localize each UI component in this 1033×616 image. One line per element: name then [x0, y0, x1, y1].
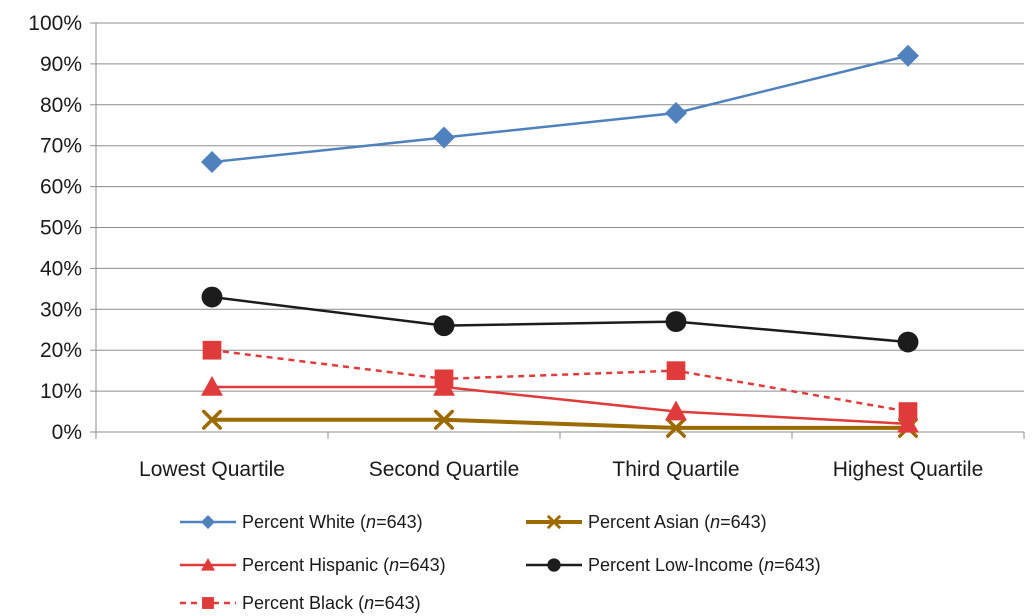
y-tick-label: 30%: [40, 298, 82, 321]
y-tick-label: 20%: [40, 339, 82, 362]
data-point: [897, 412, 919, 433]
data-point: [201, 376, 223, 396]
data-point: [897, 331, 919, 353]
data-point: [433, 126, 455, 149]
y-tick-label: 50%: [40, 217, 82, 240]
series-line: [211, 54, 909, 164]
data-point: [434, 409, 454, 430]
data-point: [201, 286, 223, 308]
data-point: [665, 400, 687, 421]
series-0: [201, 44, 919, 174]
x-tick-label: Highest Quartile: [833, 458, 984, 481]
x-tick-label: Third Quartile: [612, 458, 739, 481]
data-point: [202, 340, 222, 360]
y-tick-label: 80%: [40, 94, 82, 117]
series-line: [212, 385, 909, 426]
series-line: [212, 417, 908, 430]
series-3: [201, 286, 919, 353]
series-lines: [201, 44, 919, 438]
data-point: [434, 369, 454, 389]
y-tick-label: 90%: [40, 53, 82, 76]
y-axis-tick-labels: 0% 10% 20% 30% 40% 50% 60% 70% 80% 90% 100%: [28, 12, 82, 444]
gridlines: [96, 22, 1024, 392]
series-4: [202, 340, 918, 421]
data-point: [433, 315, 455, 337]
y-tick-label: 100%: [28, 12, 82, 35]
y-tick-label: 0%: [52, 421, 82, 444]
data-point: [665, 101, 687, 124]
y-tick-label: 10%: [40, 380, 82, 403]
x-axis-tick-labels: Lowest Quartile Second Quartile Third Quar…: [139, 458, 983, 481]
data-point: [665, 311, 687, 333]
data-point: [201, 151, 223, 174]
data-point: [666, 417, 686, 438]
data-point: [897, 44, 919, 67]
series-line: [211, 348, 909, 413]
series-1: [202, 409, 918, 438]
data-point: [666, 361, 686, 380]
data-point: [202, 409, 222, 430]
data-point: [898, 402, 918, 421]
y-tick-label: 70%: [40, 135, 82, 158]
y-tick-label: 60%: [40, 176, 82, 199]
y-tick-label: 40%: [40, 257, 82, 280]
axes: [90, 22, 1025, 439]
series-line: [211, 295, 909, 344]
x-tick-label: Second Quartile: [369, 458, 520, 481]
x-tick-label: Lowest Quartile: [139, 458, 285, 481]
